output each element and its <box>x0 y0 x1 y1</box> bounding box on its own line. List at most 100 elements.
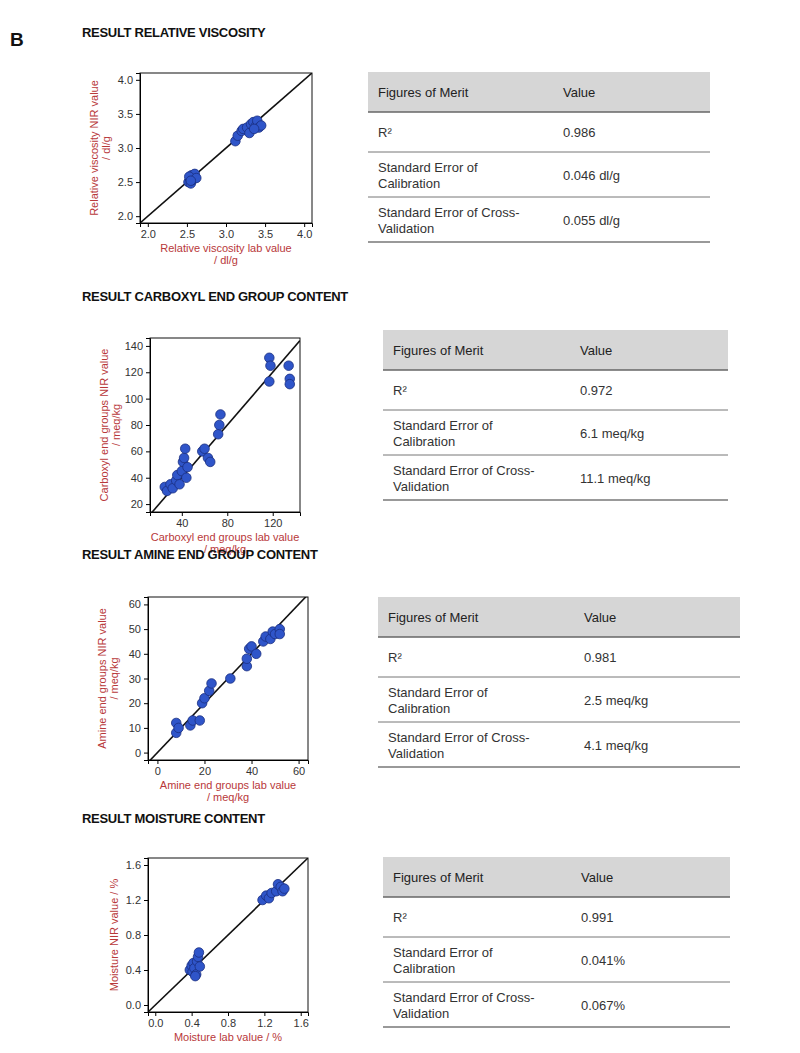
table-rule <box>383 369 728 371</box>
y-tick-mark <box>144 604 148 605</box>
y-tick: 20 <box>131 498 150 510</box>
x-tick: 0 <box>155 760 161 777</box>
table-rule <box>378 677 740 678</box>
y-tick-mark <box>144 679 148 680</box>
table-cell: Standard Error ofCalibration <box>378 160 478 191</box>
x-tick-label: 0 <box>155 765 161 777</box>
x-axis-title: Moisture lab value / % <box>174 1031 282 1043</box>
table-header-cell: Value <box>581 870 613 885</box>
y-tick: 0.8 <box>126 929 148 941</box>
y-axis-title-line: Moisture NIR value / % <box>108 879 120 992</box>
table-cell-line: Standard Error of Cross- <box>393 463 535 478</box>
identity-line <box>148 858 308 1012</box>
y-tick-label: 3.5 <box>118 108 133 120</box>
data-point <box>180 444 190 454</box>
plot-frame <box>140 73 312 223</box>
data-point <box>265 377 275 387</box>
table-cell: 11.1 meq/kg <box>580 471 651 486</box>
table-cell: 0.055 dl/g <box>563 213 620 228</box>
table-header-bg <box>383 330 728 370</box>
plot-area <box>150 341 300 512</box>
y-axis: 0102030405060 <box>129 598 149 761</box>
x-tick: 40 <box>176 512 188 529</box>
table-header-bg <box>368 72 710 112</box>
x-tick-label: 1.2 <box>257 1017 272 1029</box>
table-cell-line: 0.067% <box>581 998 626 1013</box>
y-axis: 2.02.53.03.54.0 <box>118 74 141 224</box>
x-tick: 1.6 <box>294 1012 309 1029</box>
x-axis-title-line: / meq/kg <box>207 791 249 803</box>
y-tick-mark <box>144 728 148 729</box>
y-tick-label: 2.0 <box>118 210 133 222</box>
table-cell: 4.1 meq/kg <box>584 738 648 753</box>
y-tick-mark <box>136 182 140 183</box>
y-tick-label: 20 <box>129 697 141 709</box>
x-tick: 40 <box>246 760 258 777</box>
y-tick: 50 <box>129 623 148 635</box>
identity-line <box>150 341 300 512</box>
x-axis-title-line: / dl/g <box>214 254 238 266</box>
x-tick-mark <box>273 512 274 516</box>
x-tick-mark <box>304 223 305 227</box>
x-tick-label: 1.6 <box>294 1017 309 1029</box>
y-axis-title-line: Carboxyl end groups NIR value <box>98 349 110 502</box>
x-tick: 20 <box>199 760 211 777</box>
plot-area <box>140 73 312 223</box>
y-tick-mark <box>144 1005 148 1006</box>
table-cell-line: 0.986 <box>563 125 596 140</box>
x-tick-mark <box>226 223 227 227</box>
table-cell-line: 6.1 meq/kg <box>580 426 644 441</box>
x-tick: 80 <box>222 512 234 529</box>
y-tick: 3.0 <box>118 142 140 154</box>
y-tick: 2.0 <box>118 210 140 222</box>
table-cell: Standard Error of Cross-Validation <box>378 205 520 236</box>
table-cell-line: 0.046 dl/g <box>563 168 620 183</box>
x-tick-label: 4.0 <box>297 228 312 240</box>
y-tick: 40 <box>131 472 150 484</box>
x-axis: 2.02.53.03.54.0 <box>141 223 313 240</box>
data-point <box>190 971 200 981</box>
plot-frame <box>148 858 308 1012</box>
y-axis-title: Carboxyl end groups NIR value/ meq/kg <box>98 349 122 502</box>
x-tick: 4.0 <box>297 223 312 240</box>
y-tick-mark <box>144 654 148 655</box>
data-point <box>280 884 290 894</box>
x-axis-title-line: Amine end groups lab value <box>160 779 296 791</box>
x-axis-title-line: Relative viscosity lab value <box>160 242 291 254</box>
table-cell-line: Validation <box>388 746 444 761</box>
x-tick-mark <box>204 760 205 764</box>
x-tick: 0.8 <box>221 1012 236 1029</box>
x-tick-mark <box>187 223 188 227</box>
y-tick-label: 40 <box>129 648 141 660</box>
table-cell: 6.1 meq/kg <box>580 426 644 441</box>
table-header-cell: Figures of Merit <box>388 610 479 625</box>
x-axis-title: Relative viscosity lab value/ dl/g <box>160 242 291 266</box>
y-tick-label: 60 <box>131 445 143 457</box>
table-cell: R² <box>388 650 402 665</box>
table-cell-line: 0.972 <box>580 383 613 398</box>
y-tick-label: 1.6 <box>126 859 141 871</box>
y-tick: 0.0 <box>126 999 148 1011</box>
table-rule <box>368 111 710 113</box>
table-cell: 0.991 <box>581 910 614 925</box>
x-tick: 3.0 <box>219 223 234 240</box>
data-point <box>251 649 261 659</box>
y-tick: 1.6 <box>126 859 148 871</box>
table-rule <box>383 455 728 456</box>
y-tick-mark <box>136 216 140 217</box>
x-tick: 60 <box>293 760 305 777</box>
x-tick: 2.0 <box>141 223 156 240</box>
y-tick-mark <box>146 346 150 347</box>
x-tick-label: 2.0 <box>141 228 156 240</box>
y-axis-line <box>136 74 141 224</box>
x-tick-mark <box>157 760 158 764</box>
data-point <box>195 716 205 726</box>
table-cell: R² <box>378 125 392 140</box>
identity-line <box>148 597 308 760</box>
table-cell-line: 0.041% <box>581 953 626 968</box>
table-rule <box>383 1026 730 1028</box>
x-tick-mark <box>252 760 253 764</box>
y-axis: 0.00.40.81.21.6 <box>126 859 149 1013</box>
x-tick-label: 2.5 <box>180 228 195 240</box>
y-tick-mark <box>146 451 150 452</box>
